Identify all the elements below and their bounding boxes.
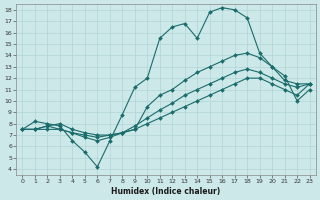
X-axis label: Humidex (Indice chaleur): Humidex (Indice chaleur) <box>111 187 221 196</box>
